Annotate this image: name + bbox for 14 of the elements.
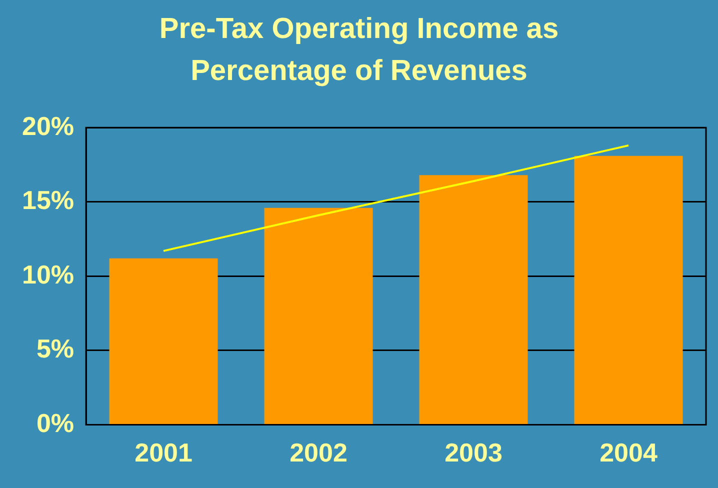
x-tick-label: 2001	[134, 438, 192, 468]
x-tick-label: 2004	[600, 438, 658, 468]
y-tick-label: 15%	[22, 185, 74, 216]
bar	[419, 175, 528, 424]
y-tick-label: 5%	[36, 334, 74, 364]
y-tick-label: 20%	[22, 110, 74, 141]
bar	[264, 208, 373, 424]
y-tick-label: 0%	[36, 408, 74, 438]
x-tick-label: 2002	[290, 438, 348, 468]
chart-title: Pre-Tax Operating Income as Percentage of Revenues	[158, 12, 560, 89]
x-tick-label: 2003	[444, 438, 502, 468]
y-tick-label: 10%	[22, 259, 74, 290]
bar	[109, 258, 218, 424]
bar	[574, 156, 683, 424]
